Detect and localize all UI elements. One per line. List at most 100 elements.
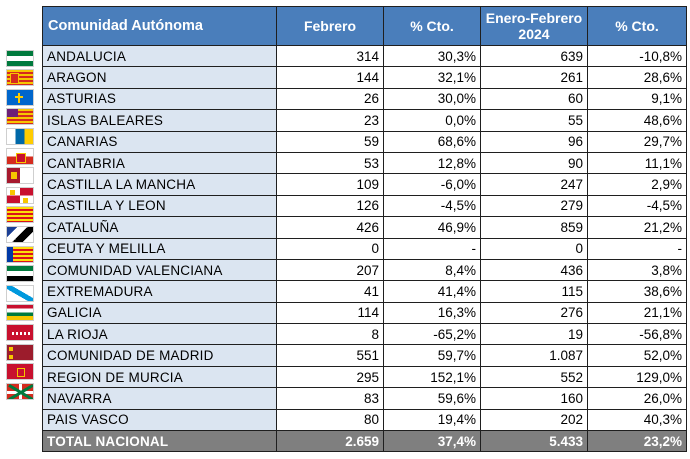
ytd-value: 202: [480, 408, 588, 432]
feb-value: 0: [276, 237, 384, 260]
region-name: PAIS VASCO: [42, 408, 277, 432]
feb-value: 53: [276, 151, 384, 175]
ytd-pct: -56,8%: [587, 323, 687, 346]
region-name: CASTILLA Y LEON: [42, 194, 277, 218]
ytd-value: 90: [480, 151, 588, 175]
table-row: CANTABRIA 53 12,8% 90 11,1%: [42, 151, 687, 175]
feb-value: 8: [276, 323, 384, 346]
ytd-value: 60: [480, 87, 588, 111]
feb-value: 59: [276, 130, 384, 153]
ytd-pct: 21,2%: [587, 216, 687, 239]
ytd-value: 859: [480, 216, 588, 239]
table-row: CANARIAS 59 68,6% 96 29,7%: [42, 130, 687, 153]
registrations-table: Comunidad Autónoma Febrero % Cto. Enero-…: [42, 6, 687, 453]
feb-pct: -6,0%: [383, 173, 481, 196]
region-name: CEUTA Y MELILLA: [42, 237, 277, 260]
table-row: REGION DE MURCIA 295 152,1% 552 129,0%: [42, 365, 687, 389]
ytd-value: 639: [480, 44, 588, 68]
madrid-flag-icon: [6, 323, 34, 341]
flag-column: [6, 47, 36, 402]
region-name: CANTABRIA: [42, 151, 277, 175]
region-name: CANARIAS: [42, 130, 277, 153]
feb-value: 126: [276, 194, 384, 218]
murcia-flag-icon: [6, 343, 34, 361]
cataluna-flag-icon: [6, 206, 34, 224]
header-row: Comunidad Autónoma Febrero % Cto. Enero-…: [42, 6, 687, 46]
ytd-value: 96: [480, 130, 588, 153]
ytd-value: 552: [480, 365, 588, 389]
asturias-flag-icon: [6, 88, 34, 106]
table-row: CASTILLA Y LEON 126 -4,5% 279 -4,5%: [42, 194, 687, 218]
la-rioja-flag-icon: [6, 304, 34, 322]
feb-pct: 41,4%: [383, 280, 481, 303]
castilla-y-leon-flag-icon: [6, 186, 34, 204]
table-row: CASTILLA LA MANCHA 109 -6,0% 247 2,9%: [42, 173, 687, 196]
feb-value: 23: [276, 109, 384, 132]
total-ytd-pct: 23,2%: [587, 430, 687, 453]
andalucia-flag-icon: [6, 49, 34, 67]
feb-pct: -: [383, 237, 481, 260]
feb-pct: 32,1%: [383, 66, 481, 89]
total-feb-pct: 37,4%: [383, 430, 481, 453]
aragon-flag-icon: [6, 69, 34, 87]
feb-pct: -4,5%: [383, 194, 481, 218]
region-name: EXTREMADURA: [42, 280, 277, 303]
ytd-value: 55: [480, 109, 588, 132]
feb-value: 144: [276, 66, 384, 89]
ytd-pct: -10,8%: [587, 44, 687, 68]
region-name: GALICIA: [42, 301, 277, 325]
ceuta-melilla-flag-icon: [6, 225, 34, 243]
ytd-pct: 29,7%: [587, 130, 687, 153]
galicia-flag-icon: [6, 284, 34, 302]
feb-pct: 8,4%: [383, 258, 481, 282]
feb-pct: 68,6%: [383, 130, 481, 153]
table-row: CEUTA Y MELILLA 0-0-: [42, 237, 687, 260]
ytd-value: 1.087: [480, 344, 588, 367]
valenciana-flag-icon: [6, 245, 34, 263]
region-name: ARAGON: [42, 66, 277, 89]
ytd-pct: 3,8%: [587, 258, 687, 282]
feb-pct: 30,0%: [383, 87, 481, 111]
region-name: CASTILLA LA MANCHA: [42, 173, 277, 196]
region-name: ISLAS BALEARES: [42, 109, 277, 132]
ytd-pct: 38,6%: [587, 280, 687, 303]
feb-value: 295: [276, 365, 384, 389]
table-body: ANDALUCIA 314 30,3% 639 -10,8% ARAGON 144 32,1%…: [42, 44, 687, 453]
feb-pct: 152,1%: [383, 365, 481, 389]
ytd-value: 0: [480, 237, 588, 260]
ytd-value: 115: [480, 280, 588, 303]
table-row: ISLAS BALEARES 23 0,0% 55 48,6%: [42, 109, 687, 132]
castilla-la-mancha-flag-icon: [6, 167, 34, 185]
region-name: CATALUÑA: [42, 216, 277, 239]
ytd-pct: 28,6%: [587, 66, 687, 89]
ytd-pct: 11,1%: [587, 151, 687, 175]
table-row: EXTREMADURA 41 41,4% 115 38,6%: [42, 280, 687, 303]
region-name: COMUNIDAD VALENCIANA: [42, 258, 277, 282]
table-row: ASTURIAS 26 30,0% 60 9,1%: [42, 87, 687, 111]
ytd-value: 160: [480, 387, 588, 410]
feb-value: 426: [276, 216, 384, 239]
feb-pct: 16,3%: [383, 301, 481, 325]
total-row: TOTAL NACIONAL 2.659 37,4% 5.433 23,2%: [42, 430, 687, 453]
feb-value: 83: [276, 387, 384, 410]
ytd-value: 19: [480, 323, 588, 346]
cantabria-flag-icon: [6, 147, 34, 165]
header-ytd: Enero-Febrero 2024: [480, 6, 588, 46]
ytd-value: 436: [480, 258, 588, 282]
header-feb: Febrero: [276, 6, 384, 46]
ytd-value: 276: [480, 301, 588, 325]
feb-pct: 46,9%: [383, 216, 481, 239]
total-region-name: TOTAL NACIONAL: [42, 430, 277, 453]
region-name: REGION DE MURCIA: [42, 365, 277, 389]
extremadura-flag-icon: [6, 265, 34, 283]
table-row: LA RIOJA 8 -65,2% 19 -56,8%: [42, 323, 687, 346]
header-ytd-line1: Enero-Febrero: [485, 10, 583, 26]
feb-value: 551: [276, 344, 384, 367]
ytd-pct: -: [587, 237, 687, 260]
canarias-flag-icon: [6, 127, 34, 145]
ytd-pct: 2,9%: [587, 173, 687, 196]
feb-pct: 30,3%: [383, 44, 481, 68]
ytd-value: 279: [480, 194, 588, 218]
pais-vasco-flag-icon: [6, 382, 34, 400]
region-name: ANDALUCIA: [42, 44, 277, 68]
